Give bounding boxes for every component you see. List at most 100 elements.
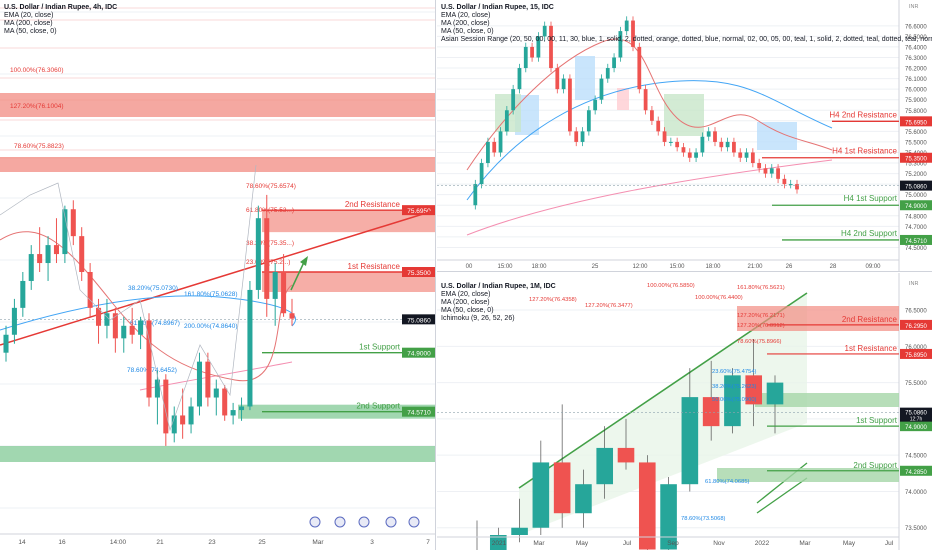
fib-label: 38.20%(75.2623) [712, 384, 757, 390]
candle [112, 313, 118, 339]
support-zone-band [717, 468, 899, 482]
x-tick-label: 15:00 [497, 264, 513, 270]
price-tag-text: 75.3500 [905, 157, 927, 163]
candle [738, 152, 743, 158]
event-flag-icon [408, 516, 420, 528]
candle [205, 361, 211, 398]
x-tick-label: Sep [667, 540, 679, 547]
event-flag-icon [358, 516, 370, 528]
candle [702, 397, 720, 427]
chart-panel-1m[interactable]: 76.500076.000075.500075.000074.500074.00… [437, 273, 932, 550]
chart-4h-canvas[interactable]: 2nd Resistance 75.6950 1st Resistance 75.35… [0, 0, 436, 550]
candle [605, 68, 610, 79]
level-label: 1st Resistance [845, 344, 898, 353]
level-label: 1st Support [359, 343, 401, 352]
candle [247, 289, 253, 407]
candle [62, 209, 68, 255]
fib-label: 23.60%(75.4754) [712, 369, 757, 375]
candle [656, 120, 661, 132]
x-tick-label: 23 [208, 539, 216, 546]
y-tick-label: 73.5000 [905, 526, 927, 532]
level-label: 1st Resistance [348, 262, 401, 271]
x-tick-label: 25 [592, 264, 599, 270]
candle [719, 141, 724, 148]
chart-panel-4h[interactable]: 2nd Resistance 75.6950 1st Resistance 75.35… [0, 0, 436, 550]
x-tick-label: May [576, 540, 589, 547]
indicator-ma200: MA (200, close) [441, 299, 490, 306]
candle [473, 184, 478, 206]
trend-line [0, 209, 435, 346]
channel-line [756, 477, 808, 514]
candle [129, 325, 135, 335]
indicator-ma200: MA (200, close) [4, 20, 53, 27]
x-tick-label: Mar [533, 540, 545, 547]
candle [11, 307, 17, 335]
candle [239, 406, 245, 411]
chart-15m-canvas[interactable]: 76.6000 76.5000 76.4000 76.3000 76.2000 76.10… [437, 0, 932, 272]
y-tick-label: 75.5000 [905, 381, 927, 387]
candle [586, 110, 591, 132]
x-tick-label: Mar [799, 540, 811, 547]
level-label: 2nd Resistance [345, 200, 401, 209]
fib-label: 200.00%(74.8640) [184, 323, 238, 330]
projection-arrow [290, 259, 306, 291]
candle [163, 379, 169, 434]
level-zone [262, 210, 435, 233]
candle [662, 131, 667, 142]
price-tag [900, 319, 932, 330]
candle [618, 31, 623, 58]
candle [769, 168, 774, 174]
fib-label: 61.80%(74.8967) [130, 320, 180, 327]
price-tag [900, 200, 932, 211]
y-tick-label: 76.5000 [905, 309, 927, 315]
candle [732, 141, 736, 153]
candle [687, 152, 692, 158]
candle [264, 218, 270, 299]
candle [788, 184, 793, 186]
level-label: 2nd Resistance [842, 315, 898, 324]
chart-panel-15m[interactable]: 76.6000 76.5000 76.4000 76.3000 76.2000 76.10… [437, 0, 932, 272]
zigzag-pattern [0, 164, 257, 432]
candle [180, 415, 186, 425]
candle [706, 131, 711, 137]
x-tick-label: 26 [786, 264, 793, 270]
indicator-ma200: MA (200, close) [441, 20, 490, 27]
candle [222, 388, 228, 416]
last-price-text: 75.0860 [407, 317, 431, 324]
candle [631, 20, 635, 47]
last-price-countdown: 12:7h [910, 417, 923, 423]
y-tick-label: 74.0000 [905, 490, 927, 496]
price-tag [402, 406, 435, 417]
x-tick-label: 2022 [755, 540, 770, 547]
support-zone-band [0, 446, 435, 462]
candle [104, 313, 110, 326]
x-tick-label: May [843, 540, 856, 547]
fib-label: 100.00%(76.5850) [647, 283, 695, 289]
x-tick-label: Jul [885, 540, 894, 547]
candle [511, 89, 516, 111]
legend-15m: U.S. Dollar / Indian Rupee, 15, IDC EMA … [441, 4, 932, 44]
fib-label: 127.20%(76.0912) [737, 323, 785, 329]
x-tick-label: 18:00 [531, 264, 547, 270]
currency-label: INR [909, 4, 919, 10]
candle [28, 254, 34, 281]
y-tick-label: 76.5000 [905, 35, 927, 41]
candle [281, 272, 287, 314]
candle [517, 68, 522, 90]
price-tag-text: 76.2950 [905, 324, 927, 330]
candle [681, 397, 699, 485]
level-label: H4 2nd Support [841, 229, 898, 238]
candle [530, 46, 534, 58]
event-flag-icon [385, 516, 397, 528]
session-box [757, 122, 797, 150]
candle [154, 379, 160, 398]
last-price-tag [402, 314, 435, 325]
x-tick-label: 09:00 [865, 264, 881, 270]
x-tick-label: 18:00 [705, 264, 721, 270]
support-zone-band [755, 393, 899, 407]
fib-label: 161.80%(76.5621) [737, 285, 785, 291]
candle [492, 141, 497, 153]
chart-1m-canvas[interactable]: 76.500076.000075.500075.000074.500074.00… [437, 273, 932, 550]
level-zone [262, 272, 435, 292]
candle [675, 141, 680, 148]
